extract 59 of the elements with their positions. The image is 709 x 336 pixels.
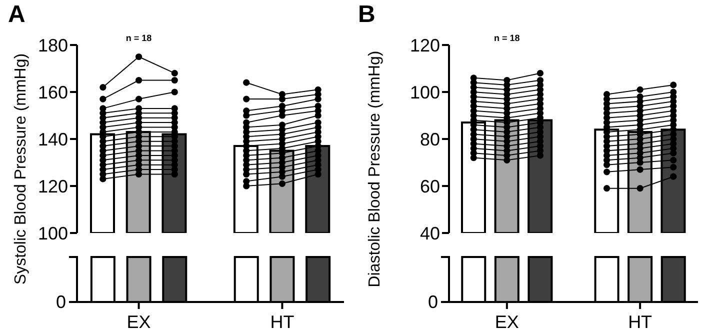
- point: [278, 173, 286, 180]
- point: [135, 53, 142, 60]
- point: [504, 156, 510, 164]
- point: [171, 70, 178, 76]
- point: [171, 88, 178, 96]
- point: [243, 112, 250, 119]
- point: [243, 96, 250, 102]
- point: [603, 162, 610, 168]
- y-tick-label: 160: [38, 82, 68, 102]
- point: [670, 150, 677, 156]
- point: [636, 86, 644, 93]
- y-tick-label: 100: [38, 223, 68, 244]
- point: [278, 112, 286, 119]
- point: [470, 154, 477, 162]
- point: [536, 70, 544, 76]
- x-tick-label: EX: [494, 312, 519, 332]
- point: [636, 185, 644, 192]
- point: [135, 96, 142, 102]
- y-tick-label: 80: [420, 129, 440, 150]
- point: [314, 96, 322, 102]
- point: [100, 84, 106, 91]
- point: [243, 182, 250, 190]
- y-tick-label: 40: [420, 223, 440, 244]
- point: [603, 185, 610, 192]
- text: 0: [428, 292, 438, 312]
- point: [670, 156, 677, 164]
- y-tick-label: 140: [38, 129, 68, 150]
- y-tick-label: 60: [420, 176, 440, 196]
- chart-title: A: [8, 1, 26, 28]
- point: [100, 176, 106, 182]
- x-tick-label: HT: [628, 312, 652, 332]
- x-tick-label: EX: [126, 312, 151, 332]
- point: [243, 170, 250, 178]
- y-axis-title: Diastolic Blood Pressure (mmHg): [366, 50, 384, 288]
- point: [670, 173, 677, 180]
- point: [100, 96, 106, 102]
- point: [314, 112, 322, 119]
- point: [536, 152, 544, 159]
- point: [243, 79, 250, 86]
- point: [670, 82, 677, 88]
- y-tick-label: 100: [410, 82, 440, 102]
- point: [670, 164, 677, 170]
- x-tick-label: HT: [270, 312, 294, 332]
- point: [171, 76, 178, 84]
- point: [636, 166, 644, 173]
- point: [135, 76, 142, 84]
- text: 0: [56, 292, 66, 312]
- text: n = 18: [126, 33, 152, 43]
- text: n = 18: [494, 33, 520, 43]
- point: [278, 180, 286, 187]
- y-axis-title: Systolic Blood Pressure (mmHg): [12, 53, 30, 285]
- point: [636, 159, 644, 166]
- y-tick-label: 120: [38, 176, 68, 196]
- point: [603, 168, 610, 176]
- y-tick-label: 120: [410, 35, 440, 56]
- chart-title: B: [358, 1, 376, 28]
- point: [135, 170, 142, 178]
- point: [278, 96, 286, 102]
- y-tick-label: 180: [38, 35, 68, 56]
